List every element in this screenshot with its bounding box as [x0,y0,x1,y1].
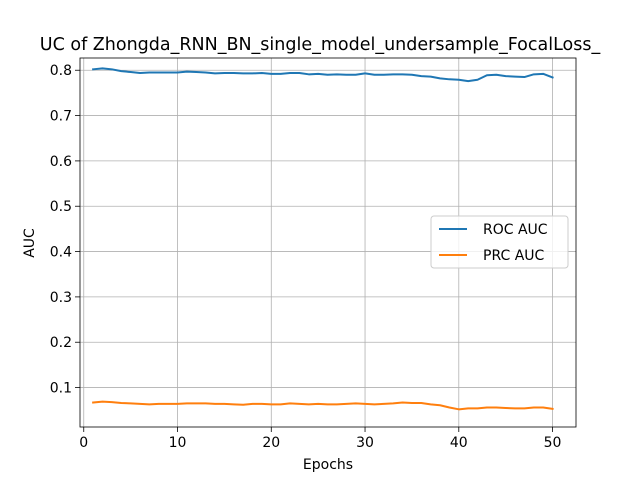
legend-label: ROC AUC [483,222,548,238]
y-tick-label: 0.6 [50,154,72,170]
series-line-1 [92,67,554,83]
x-tick-label: 30 [356,435,374,451]
plot-frame [79,57,577,428]
chart-title: UC of Zhongda_RNN_BN_single_model_unders… [40,35,601,55]
x-tick-label: 0 [79,435,88,451]
y-tick-label: 0.4 [50,245,72,261]
x-tick-label: 50 [544,435,562,451]
y-tick-label: 0.8 [50,63,72,79]
y-tick-label: 0.5 [50,199,72,215]
legend-label: PRC AUC [483,248,545,264]
y-tick-label: 0.2 [50,335,72,351]
y-tick-label: 0.3 [50,290,72,306]
y-tick-label: 0.7 [50,109,72,125]
y-tick-label: 0.1 [50,381,72,397]
x-tick-label: 10 [169,435,187,451]
y-axis-ticks: 0.1 0.2 0.3 0.4 0.5 0.6 0.7 0.8 [50,63,80,397]
x-tick-label: 20 [262,435,280,451]
series-lines [92,67,554,411]
series-line-2 [92,400,554,411]
x-tick-label: 40 [450,435,468,451]
x-axis-ticks: 0 10 20 30 40 50 [79,427,561,451]
legend: ROC AUC PRC AUC [430,215,569,269]
y-axis-label: AUC [22,228,38,258]
x-axis-label: Epochs [303,457,353,473]
